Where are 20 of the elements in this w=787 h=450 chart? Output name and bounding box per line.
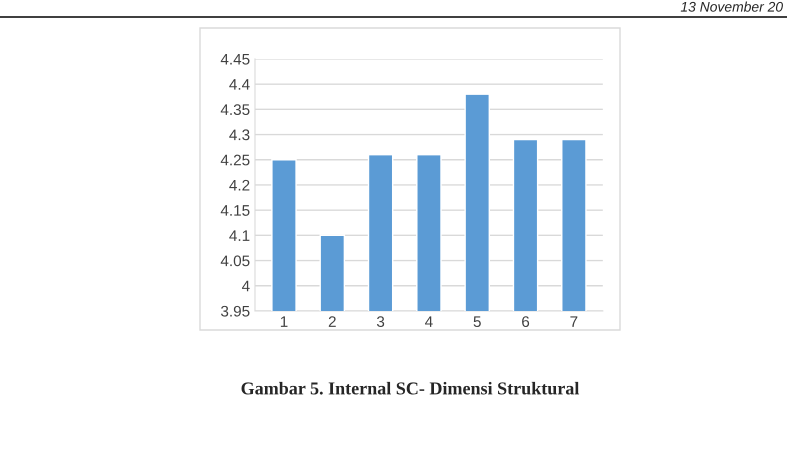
x-tick-label: 4 (425, 316, 433, 327)
text: 13 November 20 (680, 2, 783, 12)
text: Gambar 5. Internal SC- Dimensi Struktural (242, 382, 580, 395)
y-tick-label: 4.45 (220, 54, 250, 65)
x-tick-label: 6 (522, 316, 530, 328)
y-tick-label: 4.05 (220, 255, 250, 266)
y-tick-label: 4.4 (229, 79, 250, 90)
x-tick-label: 3 (376, 316, 384, 328)
y-tick-label: 4.3 (229, 129, 250, 140)
y-tick-label: 4 (242, 280, 250, 292)
y-tick-label: 4.1 (229, 230, 250, 241)
y-tick-label: 4.35 (220, 104, 250, 116)
x-tick-label: 7 (570, 316, 578, 327)
y-tick-label: 4.15 (220, 205, 250, 216)
y-tick-label: 3.95 (220, 306, 250, 317)
x-tick-label: 5 (474, 316, 481, 328)
y-tick-label: 4.2 (229, 180, 250, 190)
y-tick-label: 4.25 (220, 154, 250, 166)
x-tick-label: 1 (280, 316, 288, 327)
x-tick-label: 2 (328, 316, 336, 327)
